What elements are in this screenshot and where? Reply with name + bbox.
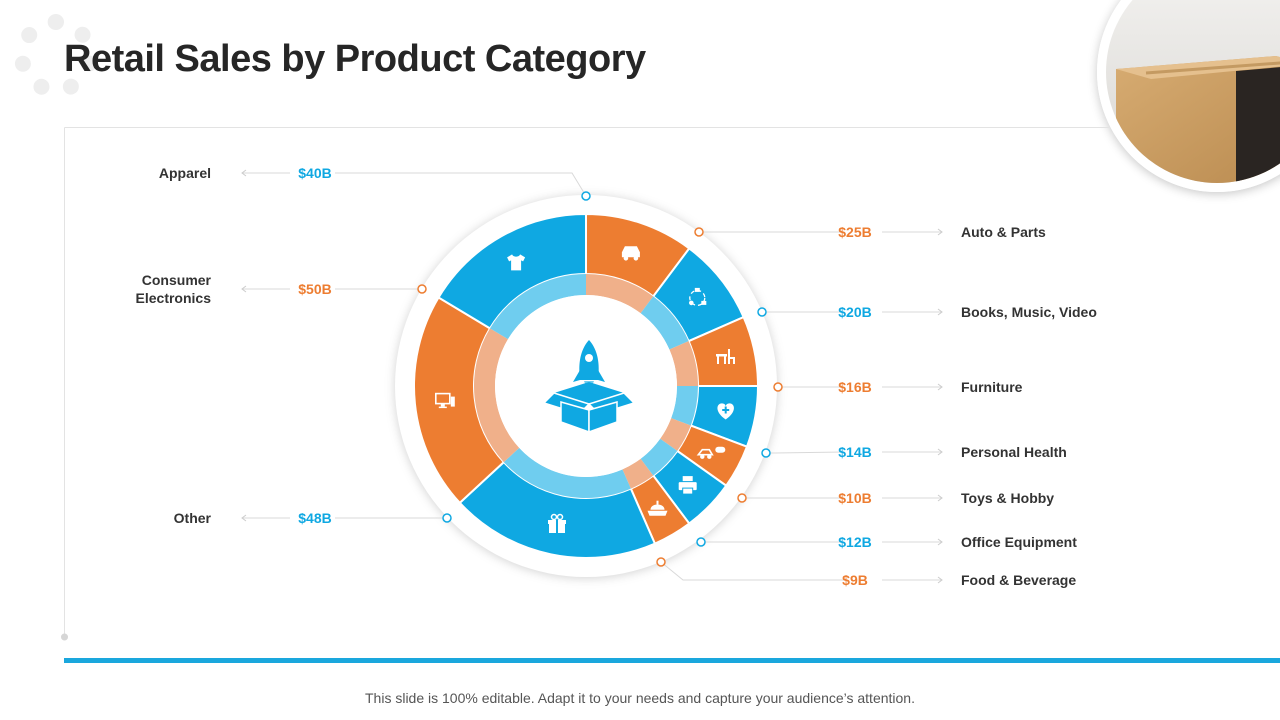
car-icon: [621, 246, 640, 261]
slice-inner-food-beverage: [622, 458, 654, 489]
slice-inner-consumer-electronics: [474, 328, 520, 463]
rocket-box-icon: [542, 340, 636, 434]
marker-dot-furniture: [773, 382, 783, 392]
value-label-books-music-video: $20B: [838, 304, 871, 320]
value-label-personal-health: $14B: [838, 444, 871, 460]
category-label-office-equipment: Office Equipment: [961, 534, 1077, 550]
leader-line-apparel: [335, 172, 587, 197]
marker-dot-personal-health: [761, 448, 771, 458]
slice-inner-apparel: [489, 274, 586, 340]
gift-icon: [548, 513, 566, 533]
arrow-head-personal-health: [937, 448, 943, 456]
marker-dot-apparel: [581, 191, 591, 201]
arrow-head-office-equipment: [937, 538, 943, 546]
bottom-accent-bar: [64, 658, 1280, 663]
category-label-toys-hobby: Toys & Hobby: [961, 490, 1054, 506]
arrow-head-books-music-video: [937, 308, 943, 316]
donut-inner-ring: [474, 274, 698, 498]
value-label-other: $48B: [298, 510, 331, 526]
slice-icons: [434, 246, 735, 533]
furniture-icon: [716, 349, 735, 364]
marker-dot-books-music-video: [757, 307, 767, 317]
slice-inner-other: [503, 447, 631, 498]
value-label-apparel: $40B: [298, 165, 331, 181]
food-icon: [647, 500, 668, 516]
category-label-food-beverage: Food & Beverage: [961, 572, 1076, 588]
category-label-consumer-electronics: Electronics: [136, 290, 212, 306]
printer-icon: [678, 476, 697, 495]
marker-dot-consumer-electronics: [417, 284, 427, 294]
marker-dot-office-equipment: [696, 537, 706, 547]
slice-inner-furniture: [669, 341, 698, 386]
value-label-consumer-electronics: $50B: [298, 281, 331, 297]
marker-dot-toys-hobby: [737, 493, 747, 503]
computer-icon: [434, 392, 455, 409]
category-label-furniture: Furniture: [961, 379, 1023, 395]
value-label-toys-hobby: $10B: [838, 490, 871, 506]
marker-dot-other: [442, 513, 452, 523]
marker-dot-food-beverage: [656, 557, 666, 567]
leader-line-personal-health: [766, 451, 845, 454]
health-icon: [717, 403, 734, 420]
arrow-head-toys-hobby: [937, 494, 943, 502]
category-label-personal-health: Personal Health: [961, 444, 1067, 460]
category-label-apparel: Apparel: [159, 165, 211, 181]
category-label-auto-parts: Auto & Parts: [961, 224, 1046, 240]
category-label-other: Other: [174, 510, 212, 526]
value-label-furniture: $16B: [838, 379, 871, 395]
slide-title: Retail Sales by Product Category: [64, 38, 646, 80]
frame-end-dot: [61, 633, 68, 641]
media-icon: [689, 287, 707, 307]
arrow-head-food-beverage: [937, 576, 943, 584]
slice-inner-toys-hobby: [660, 418, 691, 451]
slice-inner-books-music-video: [640, 296, 689, 350]
value-label-food-beverage: $9B: [842, 572, 868, 588]
callout-labels: $25B Auto & Parts $20B Books, Music, Video $…: [136, 165, 1097, 588]
slice-inner-auto-parts: [586, 274, 654, 314]
arrow-head-auto-parts: [937, 228, 943, 236]
value-label-office-equipment: $12B: [838, 534, 871, 550]
leader-line-food-beverage: [660, 561, 844, 581]
shirt-icon: [507, 254, 526, 271]
toy-car-icon: [696, 446, 726, 459]
slice-inner-personal-health: [671, 386, 698, 426]
slice-inner-office-equipment: [640, 438, 678, 476]
arrow-head-apparel: [241, 169, 247, 177]
arrow-head-other: [241, 514, 247, 522]
value-label-auto-parts: $25B: [838, 224, 871, 240]
arrow-head-furniture: [937, 383, 943, 391]
marker-dot-auto-parts: [694, 227, 704, 237]
footer-note: This slide is 100% editable. Adapt it to…: [365, 690, 915, 706]
category-label-books-music-video: Books, Music, Video: [961, 304, 1097, 320]
category-label-consumer-electronics: Consumer: [142, 272, 212, 288]
arrow-head-consumer-electronics: [241, 285, 247, 293]
cardboard-box-photo: [1097, 0, 1280, 192]
